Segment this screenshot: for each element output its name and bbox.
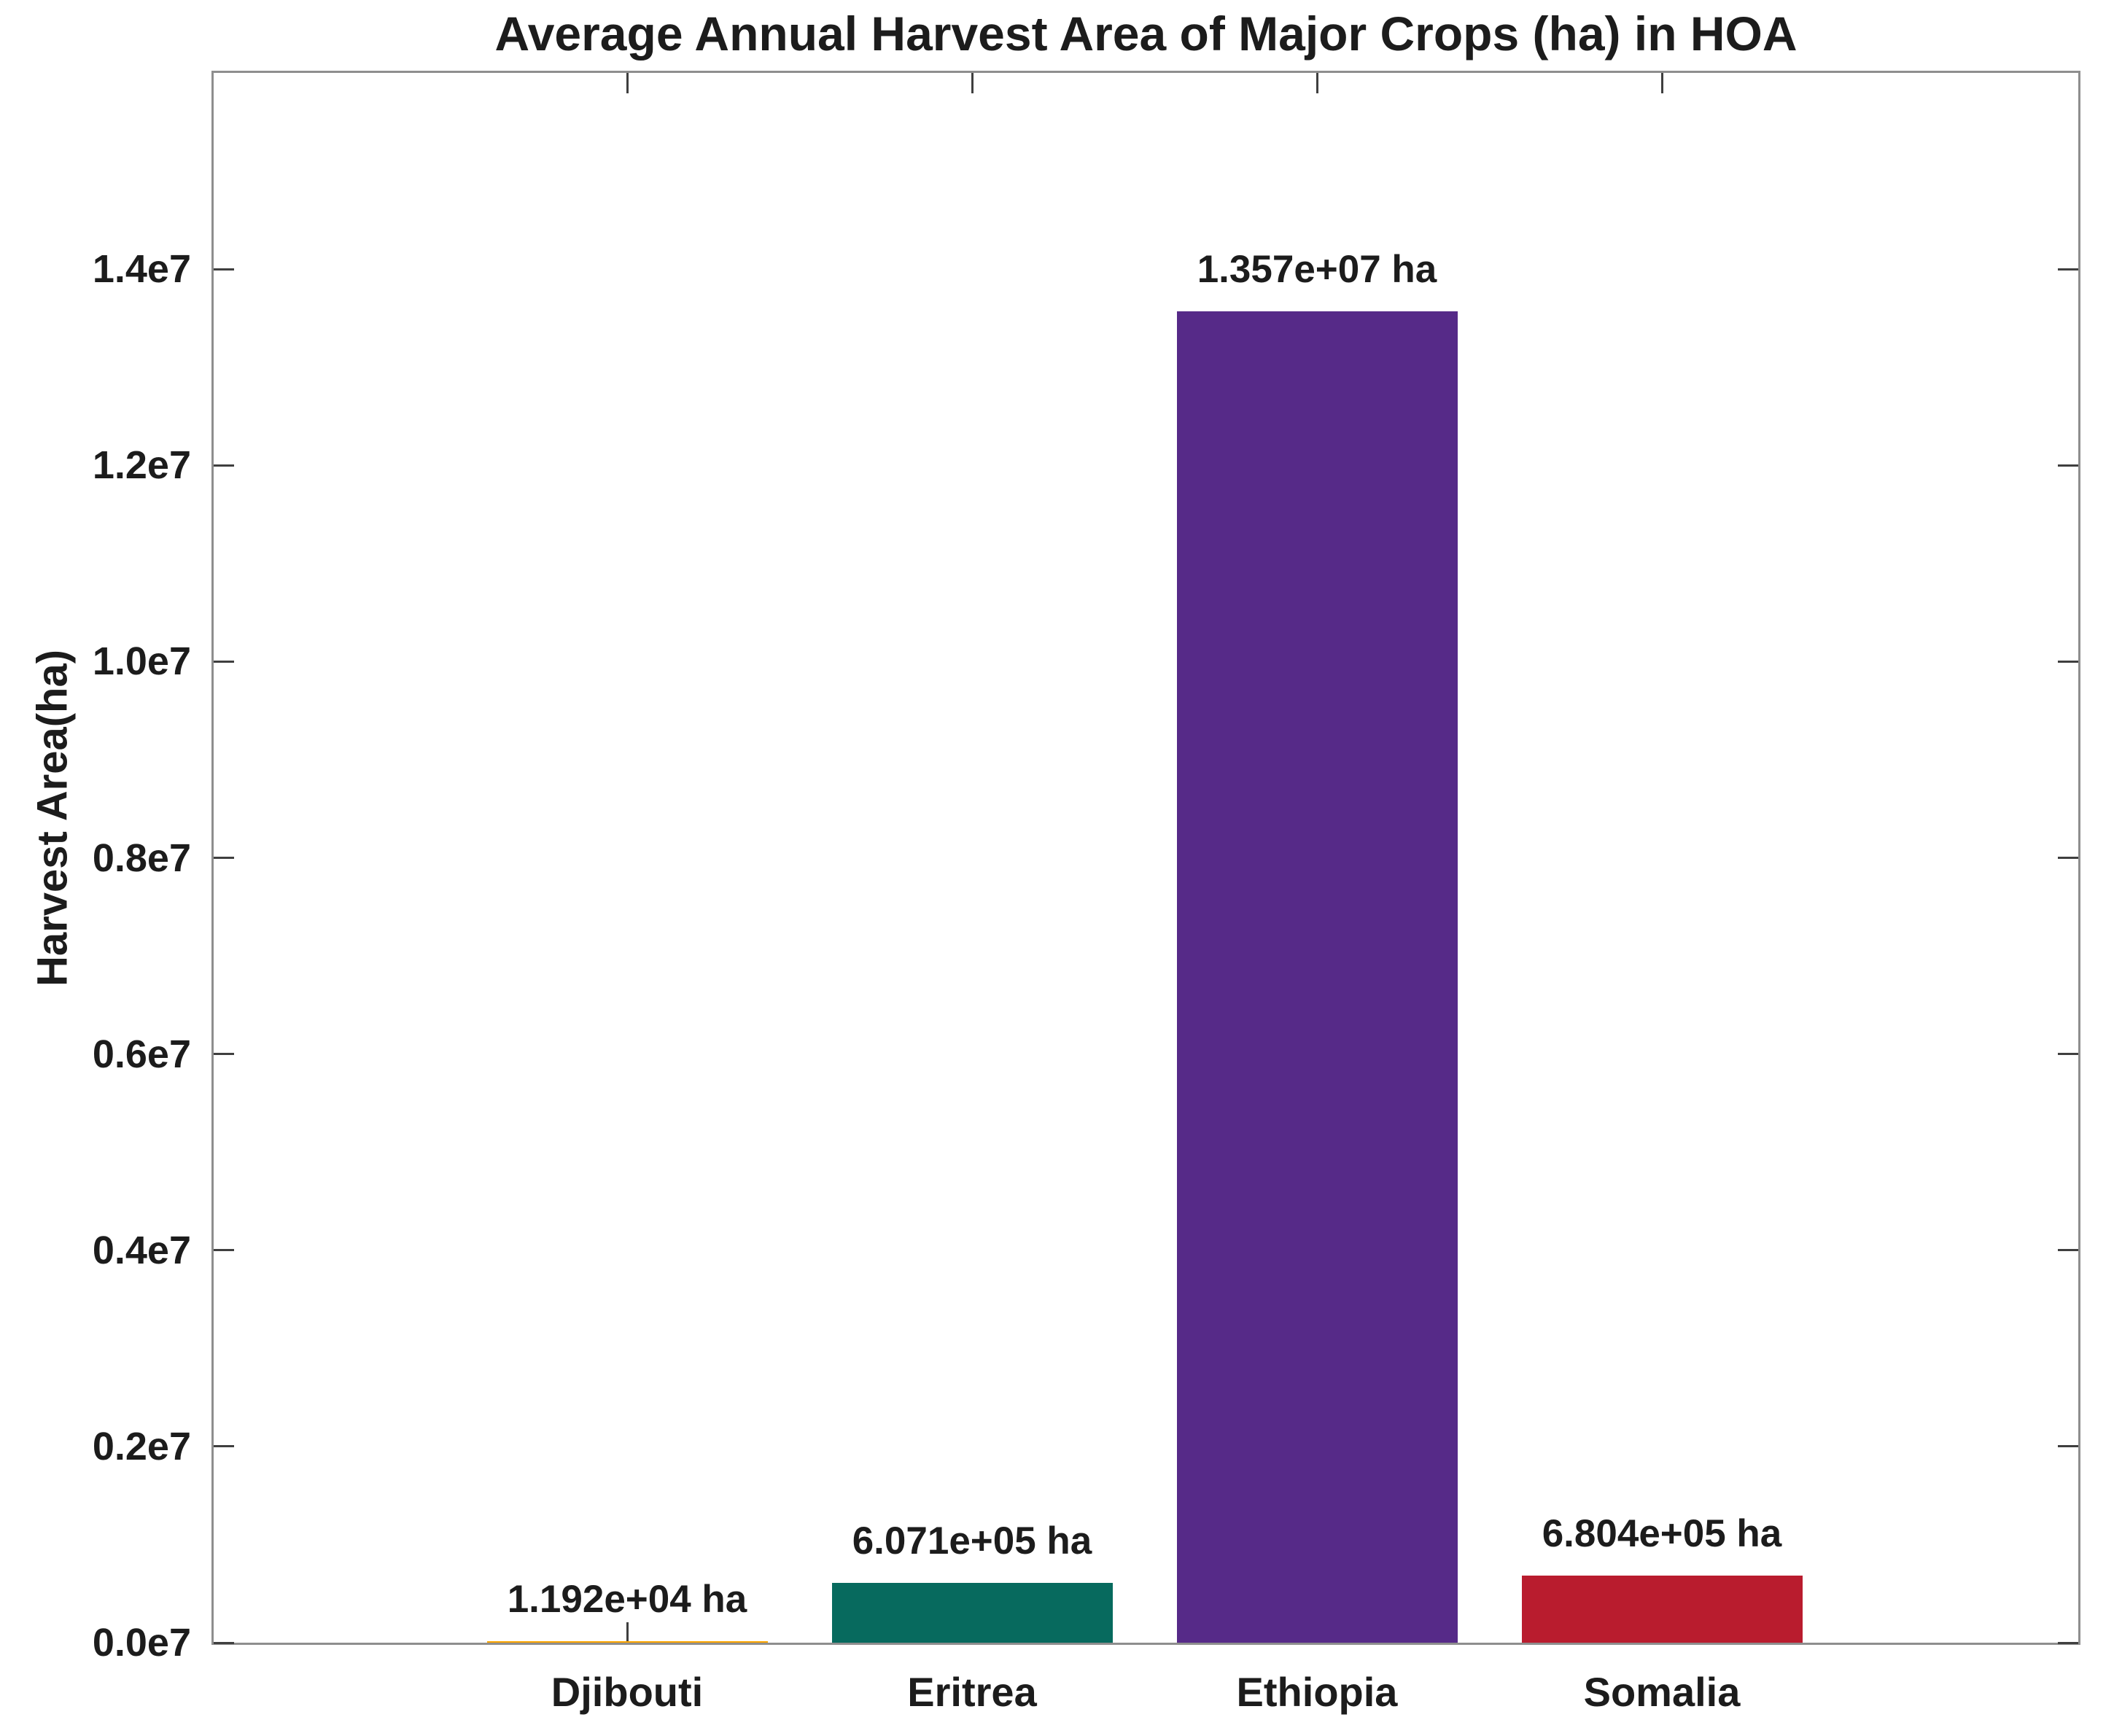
y-tick-mark xyxy=(214,1249,234,1252)
y-tick-label: 1.2e7 xyxy=(92,443,191,488)
bar-eritrea xyxy=(831,1583,1113,1643)
y-tick-mark xyxy=(214,857,234,859)
y-tick-mark xyxy=(2058,1053,2078,1056)
y-tick-label: 0.2e7 xyxy=(92,1424,191,1468)
y-tick-mark xyxy=(214,1641,234,1644)
bar-djibouti xyxy=(486,1641,768,1643)
x-tick-label-eritrea: Eritrea xyxy=(907,1669,1037,1715)
x-tick-mark xyxy=(1660,73,1663,93)
plot-area: 1.192e+04 ha 6.071e+05 ha 1.357e+07 ha 6.80… xyxy=(211,71,2080,1645)
y-tick-label: 0.0e7 xyxy=(92,1621,191,1665)
bar-value-label: 1.192e+04 ha xyxy=(507,1578,747,1621)
y-axis-label: Harvest Area(ha) xyxy=(28,649,77,987)
bar-value-label: 1.357e+07 ha xyxy=(1197,248,1437,291)
y-tick-mark xyxy=(2058,1641,2078,1644)
y-tick-mark xyxy=(2058,1249,2078,1252)
bar-ethiopia xyxy=(1176,311,1458,1643)
y-tick-label: 1.0e7 xyxy=(92,639,191,684)
chart-title: Average Annual Harvest Area of Major Cro… xyxy=(494,7,1798,61)
y-tick-mark xyxy=(214,268,234,270)
y-tick-label: 0.4e7 xyxy=(92,1228,191,1272)
x-tick-label-djibouti: Djibouti xyxy=(551,1669,704,1715)
y-tick-mark xyxy=(2058,268,2078,270)
y-tick-mark xyxy=(2058,464,2078,467)
x-tick-mark xyxy=(1316,73,1318,93)
y-tick-label: 0.8e7 xyxy=(92,836,191,880)
bar-value-label: 6.804e+05 ha xyxy=(1542,1512,1782,1555)
x-tick-mark xyxy=(971,73,974,93)
y-tick-mark xyxy=(214,1445,234,1448)
y-tick-mark xyxy=(214,1053,234,1056)
y-tick-mark xyxy=(2058,857,2078,859)
y-tick-mark xyxy=(214,464,234,467)
y-tick-mark xyxy=(2058,660,2078,663)
y-tick-label: 1.4e7 xyxy=(92,247,191,292)
bar-somalia xyxy=(1521,1576,1803,1643)
bar-value-label: 6.071e+05 ha xyxy=(852,1519,1092,1562)
x-tick-label-ethiopia: Ethiopia xyxy=(1236,1669,1398,1715)
y-tick-mark xyxy=(2058,1445,2078,1448)
x-tick-mark xyxy=(626,1622,629,1643)
y-tick-mark xyxy=(214,660,234,663)
x-tick-mark xyxy=(626,73,629,93)
x-tick-label-somalia: Somalia xyxy=(1583,1669,1741,1715)
y-tick-label: 0.6e7 xyxy=(92,1032,191,1076)
